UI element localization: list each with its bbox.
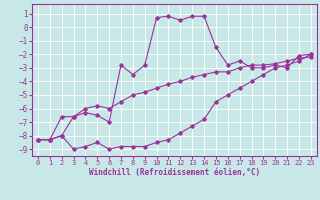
X-axis label: Windchill (Refroidissement éolien,°C): Windchill (Refroidissement éolien,°C) <box>89 168 260 177</box>
